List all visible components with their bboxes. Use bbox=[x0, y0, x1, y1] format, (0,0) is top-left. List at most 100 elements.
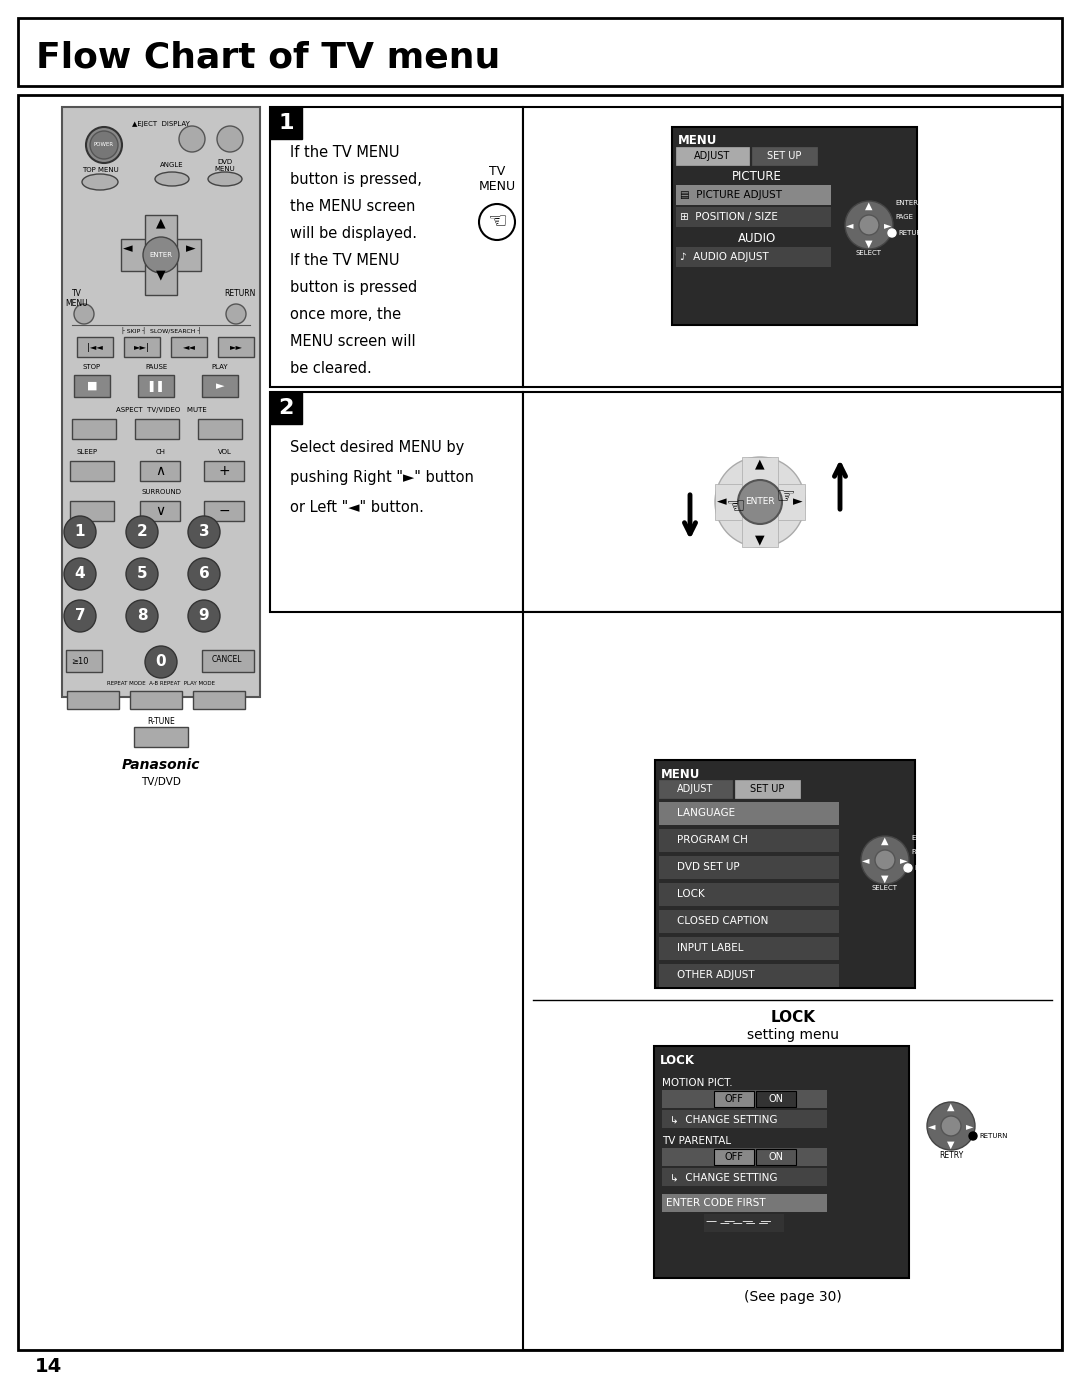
Text: (See page 30): (See page 30) bbox=[744, 1289, 842, 1303]
Circle shape bbox=[715, 457, 805, 548]
Bar bbox=[138, 374, 174, 397]
Text: ►: ► bbox=[967, 1120, 974, 1132]
Text: ►: ► bbox=[186, 243, 195, 256]
Circle shape bbox=[86, 127, 122, 163]
Text: MOTION PICT.: MOTION PICT. bbox=[662, 1078, 732, 1088]
Bar bbox=[662, 1090, 827, 1108]
Text: If the TV MENU: If the TV MENU bbox=[291, 145, 400, 161]
Bar bbox=[130, 692, 183, 710]
Text: OTHER ADJUST: OTHER ADJUST bbox=[677, 970, 755, 981]
Text: ►: ► bbox=[216, 381, 225, 391]
Text: INPUT LABEL: INPUT LABEL bbox=[677, 943, 743, 953]
Bar bbox=[77, 337, 113, 358]
Circle shape bbox=[888, 229, 896, 237]
Text: ◄: ◄ bbox=[847, 219, 854, 231]
Text: 8: 8 bbox=[137, 609, 147, 623]
Text: DVD SET UP: DVD SET UP bbox=[677, 862, 740, 872]
Text: ■: ■ bbox=[86, 381, 97, 391]
Text: the MENU screen: the MENU screen bbox=[291, 198, 416, 214]
Bar bbox=[72, 419, 116, 439]
Bar bbox=[121, 239, 201, 271]
Bar bbox=[756, 1148, 796, 1165]
Circle shape bbox=[64, 599, 96, 631]
Text: Flow Chart of TV menu: Flow Chart of TV menu bbox=[36, 41, 500, 74]
Text: SLEEP: SLEEP bbox=[77, 448, 97, 455]
Text: or Left "◄" button.: or Left "◄" button. bbox=[291, 500, 423, 515]
Text: CANCEL: CANCEL bbox=[212, 655, 242, 664]
Text: 7: 7 bbox=[75, 609, 85, 623]
Bar bbox=[676, 207, 831, 226]
Circle shape bbox=[927, 1102, 975, 1150]
Bar bbox=[204, 502, 244, 521]
Ellipse shape bbox=[156, 172, 189, 186]
Text: Panasonic: Panasonic bbox=[122, 759, 200, 773]
Text: LOCK: LOCK bbox=[770, 1010, 815, 1025]
Circle shape bbox=[738, 481, 782, 524]
Bar bbox=[662, 1148, 827, 1166]
Text: If the TV MENU: If the TV MENU bbox=[291, 253, 400, 268]
Text: SELECT: SELECT bbox=[872, 886, 897, 891]
Bar bbox=[714, 1091, 754, 1106]
Bar bbox=[270, 108, 523, 387]
Text: SELECT: SELECT bbox=[856, 250, 882, 256]
Text: LANGUAGE: LANGUAGE bbox=[677, 807, 735, 819]
Bar bbox=[135, 419, 179, 439]
Circle shape bbox=[143, 237, 179, 272]
Text: MENU: MENU bbox=[678, 134, 717, 148]
Text: ON: ON bbox=[769, 1094, 783, 1104]
Text: RETURN: RETURN bbox=[978, 1133, 1008, 1139]
Circle shape bbox=[64, 515, 96, 548]
Text: button is pressed,: button is pressed, bbox=[291, 172, 422, 187]
Circle shape bbox=[64, 557, 96, 590]
Text: be cleared.: be cleared. bbox=[291, 360, 372, 376]
Circle shape bbox=[126, 599, 158, 631]
Text: ◄: ◄ bbox=[928, 1120, 935, 1132]
Bar bbox=[202, 650, 254, 672]
Bar bbox=[659, 780, 732, 798]
Text: ENTER: ENTER bbox=[745, 497, 774, 507]
Text: SURROUND: SURROUND bbox=[141, 489, 181, 495]
Bar bbox=[145, 215, 177, 295]
Text: ASPECT  TV/VIDEO   MUTE: ASPECT TV/VIDEO MUTE bbox=[116, 407, 206, 414]
Bar bbox=[202, 374, 238, 397]
Bar bbox=[756, 1091, 796, 1106]
Bar bbox=[654, 1046, 909, 1278]
Bar bbox=[75, 374, 110, 397]
Text: ∨: ∨ bbox=[154, 504, 165, 518]
Bar bbox=[134, 726, 188, 747]
Text: ENTER: ENTER bbox=[895, 200, 918, 205]
Text: ☞: ☞ bbox=[775, 488, 795, 507]
Text: VOL: VOL bbox=[218, 448, 232, 455]
Text: pushing Right "►" button: pushing Right "►" button bbox=[291, 469, 474, 485]
Bar bbox=[140, 461, 180, 481]
Bar bbox=[523, 612, 1062, 1350]
Text: 6: 6 bbox=[199, 567, 210, 581]
Text: 0: 0 bbox=[156, 655, 166, 669]
Circle shape bbox=[179, 126, 205, 152]
Text: AUDIO: AUDIO bbox=[738, 232, 777, 246]
Bar bbox=[218, 337, 254, 358]
Text: ►►|: ►►| bbox=[134, 342, 150, 352]
Circle shape bbox=[188, 515, 220, 548]
Circle shape bbox=[861, 835, 909, 884]
Text: ▲EJECT  DISPLAY: ▲EJECT DISPLAY bbox=[132, 122, 190, 127]
Text: PROGRAM CH: PROGRAM CH bbox=[677, 835, 747, 845]
Text: ♪  AUDIO ADJUST: ♪ AUDIO ADJUST bbox=[680, 251, 769, 263]
Text: Select desired MENU by: Select desired MENU by bbox=[291, 440, 464, 455]
Circle shape bbox=[904, 863, 912, 872]
Circle shape bbox=[941, 1116, 961, 1136]
Bar bbox=[704, 1214, 784, 1232]
Ellipse shape bbox=[82, 175, 118, 190]
Text: PAGE: PAGE bbox=[912, 849, 929, 855]
Text: ▤  PICTURE ADJUST: ▤ PICTURE ADJUST bbox=[680, 190, 782, 200]
Bar bbox=[672, 127, 917, 326]
Bar bbox=[270, 393, 302, 425]
Text: ☜: ☜ bbox=[487, 212, 507, 232]
Text: ADJUST: ADJUST bbox=[677, 784, 713, 793]
Text: 1: 1 bbox=[279, 113, 294, 133]
Circle shape bbox=[188, 599, 220, 631]
Bar bbox=[714, 1148, 754, 1165]
Circle shape bbox=[126, 557, 158, 590]
Text: −: − bbox=[218, 504, 230, 518]
Bar bbox=[67, 692, 119, 710]
